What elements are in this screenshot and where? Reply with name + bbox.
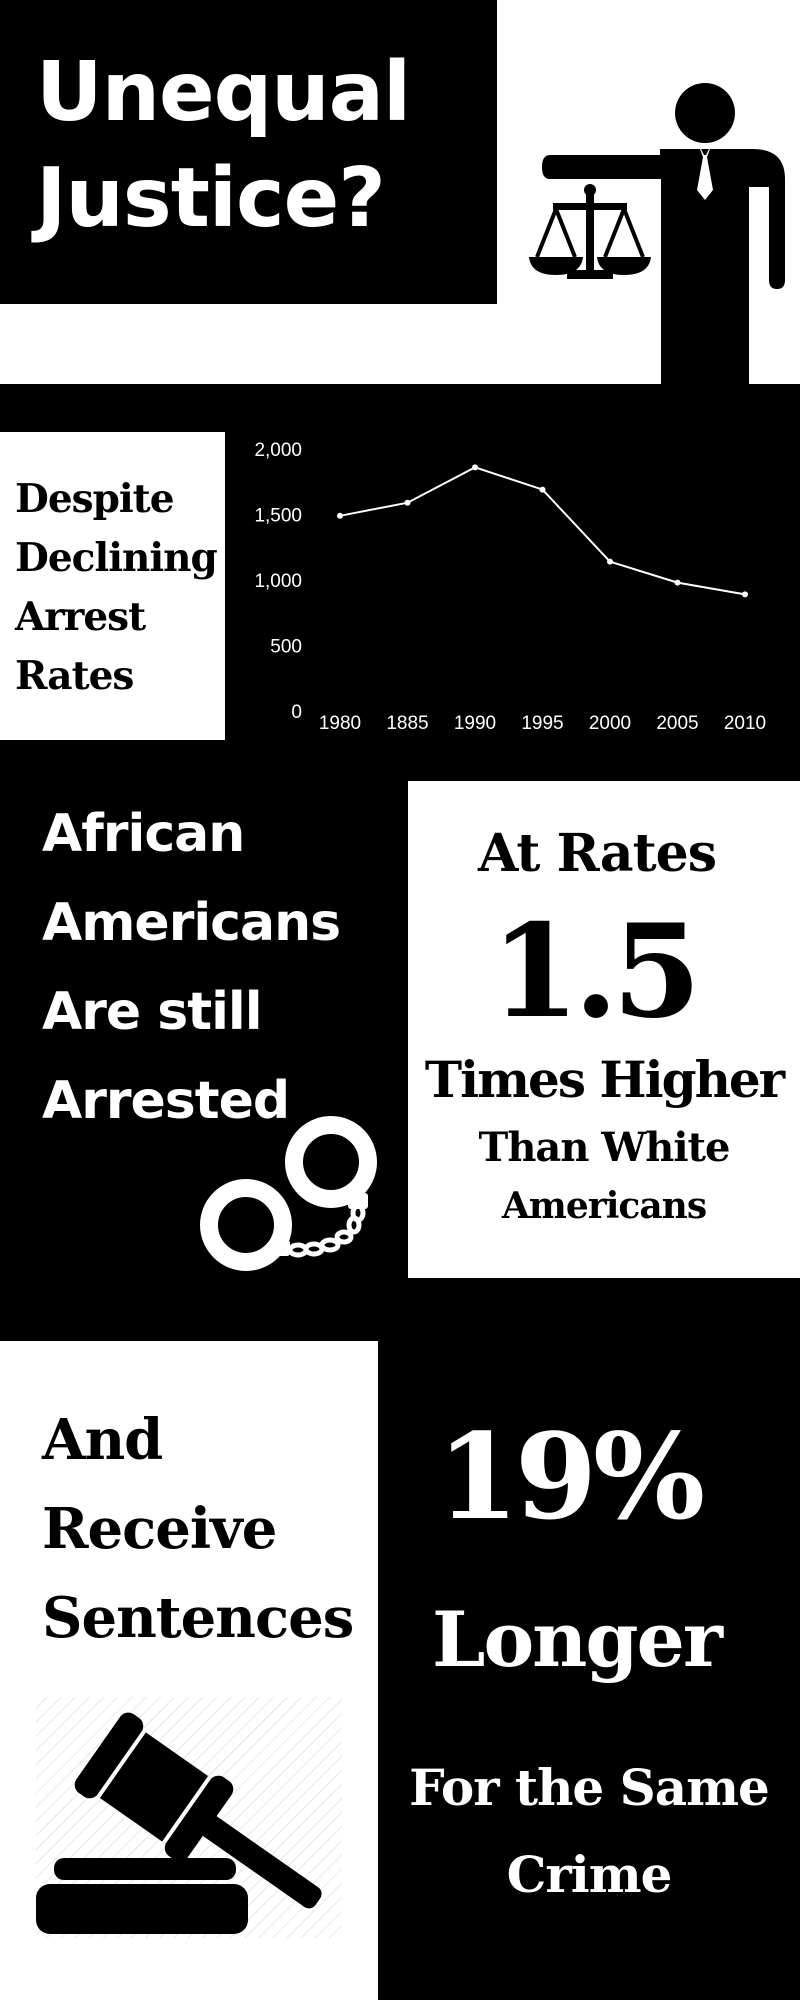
- rates-heading: At Rates: [477, 823, 717, 884]
- rates-line-1: Times Higher: [424, 1050, 785, 1109]
- arrested-text: African Americans Are still Arrested: [42, 790, 341, 1146]
- x-tick-label: 2000: [589, 713, 631, 734]
- arrested-line-2: Americans: [42, 893, 341, 953]
- decline-line-1: Despite: [15, 476, 175, 522]
- arrested-line-1: African: [42, 804, 245, 864]
- longer-word: Longer: [432, 1595, 723, 1684]
- arrested-line-4: Arrested: [42, 1071, 290, 1131]
- x-tick-label: 1990: [454, 713, 496, 734]
- decline-panel: [0, 432, 225, 740]
- sentences-text: And Receive Sentences: [42, 1396, 354, 1663]
- decline-line-4: Rates: [15, 653, 134, 699]
- decline-line-2: Declining: [15, 535, 218, 581]
- data-point: [742, 591, 748, 598]
- arrested-line-3: Are still: [42, 982, 263, 1042]
- justice-figure-icon: [529, 83, 785, 385]
- data-point: [472, 464, 478, 471]
- y-tick-label: 0: [291, 702, 302, 723]
- sentences-line-3: Sentences: [42, 1585, 354, 1651]
- series-line: [339, 466, 746, 596]
- rates-line-3: Americans: [501, 1185, 707, 1227]
- longer-panel: [378, 1341, 800, 2000]
- data-point: [539, 486, 546, 493]
- sentences-line-1: And: [42, 1407, 163, 1473]
- title-line-1: Unequal: [36, 45, 411, 140]
- rates-panel: [408, 781, 800, 1278]
- decline-line-3: Arrest: [15, 594, 146, 640]
- longer-percent: 19%: [436, 1407, 705, 1546]
- data-point: [607, 558, 613, 565]
- title-panel: [0, 0, 497, 304]
- y-tick-label: 1,500: [254, 506, 302, 527]
- data-point: [404, 499, 411, 506]
- x-tick-label: 1980: [319, 713, 361, 734]
- arrest-rate-line-chart: 2,000 1,500 1,000 500 0 1980 1885 1990 1995 2000…: [254, 440, 766, 734]
- data-point: [674, 579, 681, 586]
- gavel-icon: [36, 1697, 342, 1938]
- decline-text: Despite Declining Arrest Rates: [15, 470, 218, 706]
- data-point: [337, 512, 343, 519]
- rates-line-2: Than White: [478, 1124, 731, 1171]
- x-tick-label: 2010: [724, 713, 766, 734]
- handcuffs-icon: [200, 1116, 377, 1271]
- sentences-line-2: Receive: [42, 1496, 277, 1562]
- longer-line-2: Crime: [506, 1845, 673, 1904]
- rates-number: 1.5: [490, 897, 702, 1047]
- y-tick-label: 500: [270, 637, 302, 658]
- y-tick-label: 2,000: [254, 440, 302, 461]
- y-tick-label: 1,000: [254, 571, 302, 592]
- x-tick-label: 1885: [386, 713, 428, 734]
- title-line-2: Justice?: [36, 151, 386, 246]
- longer-line-1: For the Same: [409, 1758, 770, 1817]
- x-tick-label: 1995: [521, 713, 563, 734]
- x-tick-label: 2005: [656, 713, 698, 734]
